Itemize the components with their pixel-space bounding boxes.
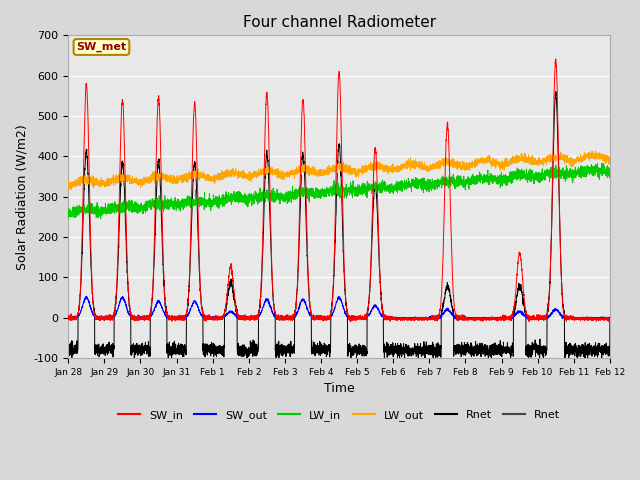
- SW_in: [606, 317, 614, 323]
- SW_out: [461, 315, 468, 321]
- Line: Rnet: Rnet: [68, 92, 610, 361]
- SW_out: [606, 316, 614, 322]
- SW_out: [431, 315, 438, 321]
- LW_in: [162, 204, 170, 209]
- SW_in: [605, 316, 613, 322]
- X-axis label: Time: Time: [324, 382, 355, 395]
- LW_out: [65, 185, 72, 191]
- LW_in: [492, 178, 499, 183]
- Line: LW_out: LW_out: [68, 151, 610, 190]
- Text: SW_met: SW_met: [76, 42, 127, 52]
- Line: SW_out: SW_out: [68, 296, 610, 320]
- SW_in: [162, 303, 170, 309]
- SW_in: [461, 316, 468, 322]
- LW_out: [319, 169, 326, 175]
- LW_in: [97, 216, 104, 222]
- LW_in: [605, 167, 613, 172]
- SW_in: [431, 317, 438, 323]
- LW_in: [431, 186, 438, 192]
- Rnet: [491, 340, 499, 346]
- LW_out: [591, 148, 599, 154]
- SW_out: [319, 314, 327, 320]
- LW_out: [67, 187, 75, 192]
- LW_in: [598, 160, 606, 166]
- Line: SW_in: SW_in: [68, 59, 610, 322]
- LW_out: [162, 175, 170, 180]
- Y-axis label: Solar Radiation (W/m2): Solar Radiation (W/m2): [15, 124, 28, 270]
- LW_in: [606, 166, 614, 171]
- SW_in: [347, 319, 355, 324]
- Rnet: [65, 349, 72, 355]
- LW_in: [319, 192, 326, 198]
- SW_out: [65, 316, 72, 322]
- SW_out: [83, 293, 90, 299]
- SW_in: [65, 317, 72, 323]
- Rnet: [552, 89, 559, 95]
- Rnet: [319, 343, 326, 349]
- SW_out: [605, 315, 613, 321]
- Rnet: [162, 303, 170, 309]
- SW_out: [492, 315, 499, 321]
- Title: Four channel Radiometer: Four channel Radiometer: [243, 15, 436, 30]
- LW_in: [461, 181, 468, 187]
- Rnet: [460, 350, 468, 356]
- LW_out: [606, 157, 614, 163]
- Line: LW_in: LW_in: [68, 163, 610, 219]
- SW_out: [284, 317, 292, 323]
- LW_out: [492, 162, 499, 168]
- Rnet: [573, 359, 581, 364]
- LW_out: [461, 163, 468, 169]
- LW_out: [605, 157, 613, 163]
- Rnet: [606, 315, 614, 321]
- SW_in: [552, 56, 559, 62]
- LW_in: [65, 216, 72, 222]
- Rnet: [431, 351, 438, 357]
- LW_out: [431, 161, 438, 167]
- SW_in: [319, 316, 326, 322]
- SW_in: [492, 316, 499, 322]
- Rnet: [605, 346, 613, 351]
- SW_out: [162, 312, 170, 318]
- Legend: SW_in, SW_out, LW_in, LW_out, Rnet, Rnet: SW_in, SW_out, LW_in, LW_out, Rnet, Rnet: [113, 406, 565, 425]
